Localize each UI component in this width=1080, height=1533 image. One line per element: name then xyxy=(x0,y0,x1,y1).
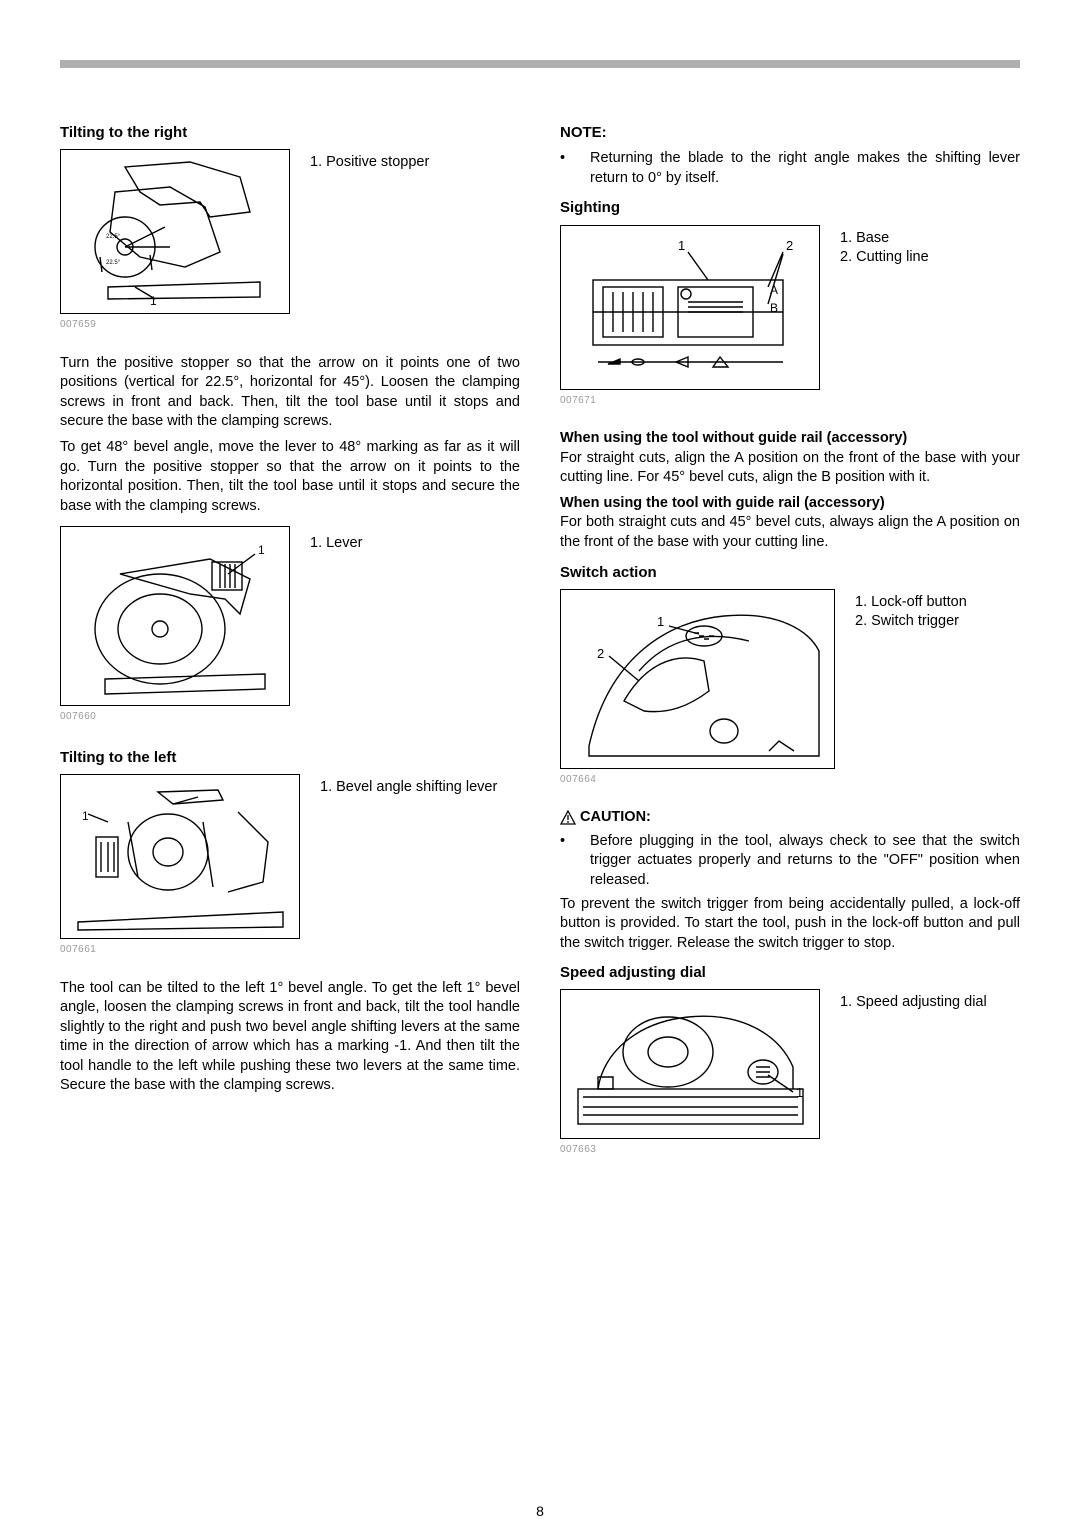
fig-007661-row: 1 007661 1. Bevel angle shifting lever xyxy=(60,774,520,975)
sighting-legend-2: 2. Cutting line xyxy=(840,248,929,268)
fig-007661-container: 1 007661 xyxy=(60,774,300,975)
tilt-right-heading: Tilting to the right xyxy=(60,123,520,143)
sighting-heading: Sighting xyxy=(560,198,1020,218)
diagram-switch: 1 2 xyxy=(569,596,827,761)
svg-text:22.5°: 22.5° xyxy=(106,234,121,240)
fig-007671-row: 1 2 A B 007671 1. Base 2. Cutting line xyxy=(560,225,1020,426)
svg-text:1: 1 xyxy=(678,238,685,253)
fig-007663-row: 1 007663 1. Speed adjusting dial xyxy=(560,989,1020,1175)
fig-007671: 1 2 A B xyxy=(560,225,820,390)
page-number: 8 xyxy=(0,1502,1080,1521)
sighting-legend-1: 1. Base xyxy=(840,229,929,249)
sighting-sub1-h: When using the tool without guide rail (… xyxy=(560,429,1020,449)
fig-007659-num: 007659 xyxy=(60,318,290,332)
svg-text:1: 1 xyxy=(258,543,265,557)
fig-007661-num: 007661 xyxy=(60,943,300,957)
fig-007663-num: 007663 xyxy=(560,1143,820,1157)
fig-007664-container: 1 2 007664 xyxy=(560,589,835,805)
svg-text:1: 1 xyxy=(82,809,89,823)
svg-text:B: B xyxy=(770,301,778,315)
caution-p: To prevent the switch trigger from being… xyxy=(560,895,1020,954)
warning-icon xyxy=(560,810,576,826)
sighting-sub1-p: For straight cuts, align the A position … xyxy=(560,449,1020,488)
sighting-sub2-h: When using the tool with guide rail (acc… xyxy=(560,494,1020,514)
diagram-lever: 1 xyxy=(70,534,280,699)
caution-line: CAUTION: xyxy=(560,808,1020,828)
tilt-left-heading: Tilting to the left xyxy=(60,748,520,768)
tilt-right-p1: Turn the positive stopper so that the ar… xyxy=(60,354,520,432)
tilt-right-p2: To get 48° bevel angle, move the lever t… xyxy=(60,438,520,516)
svg-text:2: 2 xyxy=(597,646,604,661)
fig-007660: 1 xyxy=(60,526,290,706)
page: Tilting to the right xyxy=(0,0,1080,1533)
fig-007659-container: 1 22.5° 22.5° 007659 xyxy=(60,149,290,350)
note-heading: NOTE: xyxy=(560,123,1020,143)
svg-text:1: 1 xyxy=(657,614,664,629)
fig-007660-legend: 1. Lever xyxy=(310,526,362,554)
fig-007660-num: 007660 xyxy=(60,710,290,724)
svg-text:2: 2 xyxy=(786,238,793,253)
svg-text:1: 1 xyxy=(796,1085,803,1100)
fig-007671-legend: 1. Base 2. Cutting line xyxy=(840,225,929,268)
right-column: NOTE: • Returning the blade to the right… xyxy=(560,123,1020,1179)
bullet-dot-icon: • xyxy=(560,832,590,891)
tilt-left-p1: The tool can be tilted to the left 1° be… xyxy=(60,979,520,1096)
fig-007671-num: 007671 xyxy=(560,394,820,408)
fig-007663: 1 xyxy=(560,989,820,1139)
svg-text:A: A xyxy=(770,283,778,297)
switch-legend-2: 2. Switch trigger xyxy=(855,612,967,632)
fig-007660-row: 1 007660 1. Lever xyxy=(60,526,520,742)
fig-007663-legend: 1. Speed adjusting dial xyxy=(840,989,987,1013)
fig-007659: 1 22.5° 22.5° xyxy=(60,149,290,314)
fig-007664-legend: 1. Lock-off button 2. Switch trigger xyxy=(855,589,967,632)
sighting-sub2-p: For both straight cuts and 45° bevel cut… xyxy=(560,513,1020,552)
fig-007660-container: 1 007660 xyxy=(60,526,290,742)
fig-007671-container: 1 2 A B 007671 xyxy=(560,225,820,426)
fig-007664-row: 1 2 007664 1. Lock-off button 2. Switch … xyxy=(560,589,1020,805)
svg-text:22.5°: 22.5° xyxy=(106,260,121,266)
two-columns: Tilting to the right xyxy=(60,123,1020,1179)
speed-heading: Speed adjusting dial xyxy=(560,963,1020,983)
bullet-dot-icon: • xyxy=(560,149,590,188)
switch-legend-1: 1. Lock-off button xyxy=(855,593,967,613)
caution-heading: CAUTION: xyxy=(580,808,651,828)
diagram-positive-stopper: 1 22.5° 22.5° xyxy=(70,157,280,307)
note-bullet-text: Returning the blade to the right angle m… xyxy=(590,149,1020,188)
diagram-speed-dial: 1 xyxy=(568,997,813,1132)
fig-007661-legend: 1. Bevel angle shifting lever xyxy=(320,774,497,798)
note-bullet-row: • Returning the blade to the right angle… xyxy=(560,149,1020,188)
fig-007661-legend-text: 1. Bevel angle shifting lever xyxy=(320,778,497,798)
fig-007659-legend: 1. Positive stopper xyxy=(310,149,429,173)
fig-007664-num: 007664 xyxy=(560,773,835,787)
left-column: Tilting to the right xyxy=(60,123,520,1179)
fig-007661: 1 xyxy=(60,774,300,939)
fig-007663-container: 1 007663 xyxy=(560,989,820,1175)
svg-text:1: 1 xyxy=(150,294,157,307)
caution-bullet-row: • Before plugging in the tool, always ch… xyxy=(560,832,1020,891)
fig-007664: 1 2 xyxy=(560,589,835,769)
diagram-sighting: 1 2 A B xyxy=(568,232,813,382)
fig-007659-row: 1 22.5° 22.5° 007659 1. Positive stopper xyxy=(60,149,520,350)
top-rule xyxy=(60,60,1020,68)
diagram-bevel-lever: 1 xyxy=(68,782,293,932)
switch-heading: Switch action xyxy=(560,563,1020,583)
caution-bullet-text: Before plugging in the tool, always chec… xyxy=(590,832,1020,891)
